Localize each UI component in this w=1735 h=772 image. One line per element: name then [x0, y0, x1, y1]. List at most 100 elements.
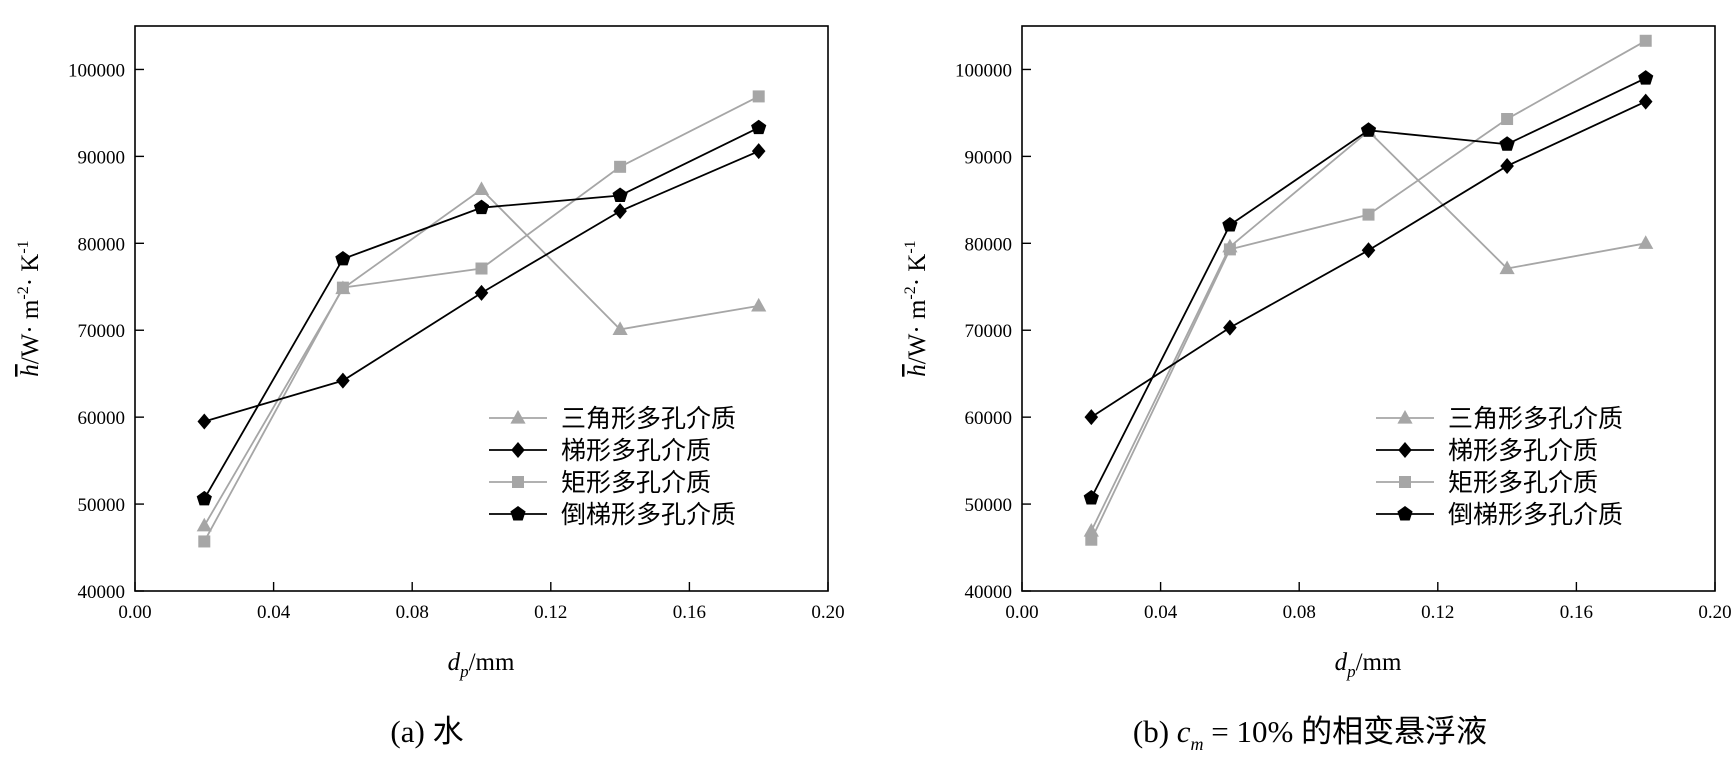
plot-frame	[134, 25, 829, 592]
y-tick-label: 40000	[965, 582, 1013, 603]
y-axis-label: h/W· m-2· K-1	[902, 240, 931, 376]
legend-label: 矩形多孔介质	[1448, 468, 1598, 497]
legend-entry: 倒梯形多孔介质	[489, 500, 736, 529]
data-point	[473, 199, 490, 215]
data-point	[1223, 243, 1236, 256]
data-point	[751, 143, 766, 160]
plot-frame	[1021, 25, 1716, 592]
legend-label: 三角形多孔介质	[1448, 404, 1623, 433]
data-point	[1083, 489, 1099, 505]
y-tick-label: 70000	[965, 321, 1013, 342]
y-tick-label: 50000	[965, 495, 1013, 516]
data-point	[1638, 235, 1654, 249]
legend-marker	[1397, 410, 1413, 424]
data-point	[1499, 136, 1515, 151]
series-pentagon	[1083, 70, 1654, 505]
legend-marker	[511, 442, 525, 458]
series-line	[1090, 100, 1647, 418]
y-tick-label: 80000	[78, 234, 126, 255]
y-tick-label: 100000	[68, 60, 125, 81]
data-point	[1501, 113, 1514, 126]
x-tick-label: 0.20	[811, 602, 844, 623]
x-axis-label: dp/mm	[1335, 649, 1402, 681]
x-tick-label: 0.16	[1560, 602, 1593, 623]
data-point	[612, 187, 628, 202]
data-point	[474, 284, 489, 301]
legend-entry: 梯形多孔介质	[489, 436, 711, 465]
data-point	[1085, 533, 1098, 546]
legend-label: 梯形多孔介质	[1448, 436, 1598, 465]
x-tick-label: 0.00	[1005, 602, 1038, 623]
data-point	[336, 372, 350, 389]
x-tick-label: 0.04	[1144, 602, 1178, 623]
x-tick-label: 0.20	[1698, 602, 1731, 623]
data-point	[751, 119, 767, 135]
y-tick-label: 60000	[78, 408, 126, 429]
chart-panel-b: 0.00 0.04 0.08 0.12 0.16 0.20 40000 50000 60000 7…	[902, 25, 1732, 754]
x-tick-label: 0.08	[1283, 602, 1316, 623]
x-tick-label: 0.12	[534, 602, 567, 623]
y-tick-label: 70000	[78, 321, 126, 342]
series-diamond	[197, 143, 766, 430]
legend-entry: 三角形多孔介质	[489, 404, 736, 433]
legend-label: 矩形多孔介质	[561, 468, 711, 497]
y-tick-label: 40000	[78, 582, 126, 603]
data-point	[1361, 242, 1376, 259]
x-axis-label: dp/mm	[448, 649, 515, 681]
legend-entry: 三角形多孔介质	[1376, 404, 1623, 433]
panel-caption: (a) 水	[390, 714, 463, 749]
data-point	[197, 413, 212, 430]
y-tick-label: 100000	[955, 60, 1012, 81]
data-point	[1639, 34, 1652, 47]
legend-label: 梯形多孔介质	[561, 436, 711, 465]
x-tick-label: 0.00	[118, 602, 151, 623]
y-tick-label: 50000	[78, 495, 126, 516]
legend-label: 倒梯形多孔介质	[1448, 500, 1623, 529]
x-tick-label: 0.08	[396, 602, 429, 623]
legend-marker	[512, 476, 524, 488]
series-pentagon	[196, 119, 767, 506]
x-tick-label: 0.12	[1421, 602, 1454, 623]
series-square	[198, 90, 765, 548]
legend-marker	[1399, 476, 1411, 488]
data-point	[613, 203, 627, 220]
data-point	[473, 181, 490, 196]
legend-entry: 矩形多孔介质	[1376, 468, 1598, 497]
legend-marker	[1397, 506, 1413, 521]
panel-caption: (b) cm = 10% 的相变悬浮液	[1133, 714, 1487, 754]
y-tick-label: 90000	[965, 147, 1013, 168]
data-point	[196, 490, 212, 506]
data-point	[475, 262, 488, 275]
legend-label: 倒梯形多孔介质	[561, 500, 736, 529]
y-tick-label: 80000	[965, 234, 1013, 255]
data-point	[1084, 409, 1099, 426]
legend-entry: 矩形多孔介质	[489, 468, 711, 497]
x-tick-label: 0.16	[673, 602, 706, 623]
data-point	[1360, 122, 1377, 137]
y-tick-label: 60000	[965, 408, 1013, 429]
data-point	[1500, 157, 1514, 174]
y-axis-label: h/W· m-2· K-1	[15, 240, 44, 376]
legend-marker	[510, 506, 526, 521]
y-tick-label: 90000	[78, 147, 126, 168]
data-point	[336, 281, 349, 294]
legend-entry: 倒梯形多孔介质	[1376, 500, 1623, 529]
series-square	[1085, 34, 1652, 546]
data-point	[335, 250, 351, 266]
legend-entry: 梯形多孔介质	[1376, 436, 1598, 465]
data-point	[198, 535, 211, 548]
data-point	[196, 517, 212, 532]
data-point	[612, 321, 628, 335]
data-point	[1499, 260, 1515, 275]
chart-panel-a: 0.00 0.04 0.08 0.12 0.16 0.20 40000 50000 60000 7…	[15, 25, 845, 749]
data-point	[751, 297, 767, 312]
legend-label: 三角形多孔介质	[561, 404, 736, 433]
data-point	[1223, 319, 1237, 336]
x-tick-label: 0.04	[257, 602, 291, 623]
data-point	[1362, 208, 1375, 221]
data-point	[1638, 70, 1654, 85]
data-point	[752, 90, 765, 103]
